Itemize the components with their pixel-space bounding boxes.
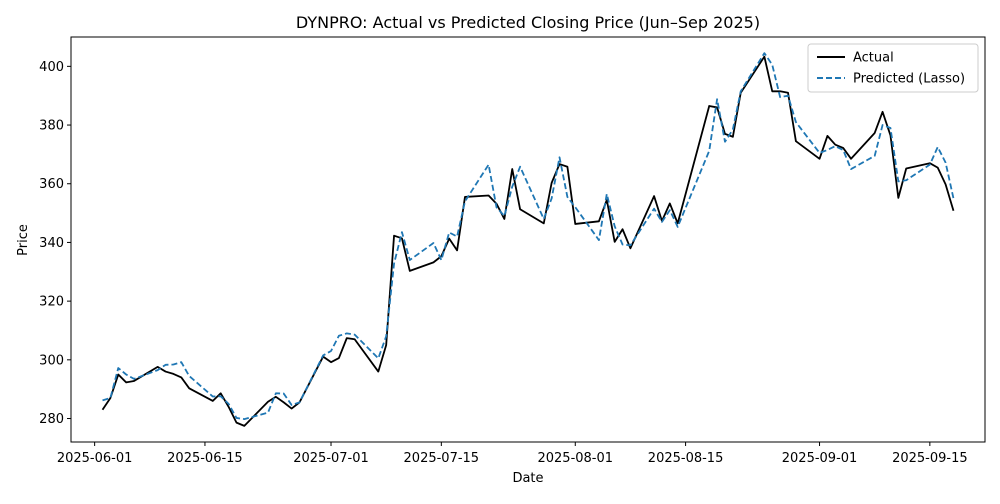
y-tick-label: 300 [39,353,64,368]
plot-area [70,36,986,443]
x-tick-label: 2025-08-01 [537,451,613,466]
x-axis-label: Date [512,471,543,486]
series-line-actual [101,55,955,427]
x-tick-label: 2025-06-15 [167,451,243,466]
y-axis-label: Price [16,224,31,256]
y-tick-label: 400 [39,60,64,75]
x-tick-label: 2025-06-01 [57,451,133,466]
x-tick-label: 2025-09-15 [892,451,968,466]
x-axis: 2025-06-01 2025-06-15 2025-07-01 2025-07-15… [57,442,968,466]
x-tick-label: 2025-07-15 [404,451,480,466]
series-line-predicted [102,52,955,421]
y-tick-label: 340 [39,236,64,251]
y-tick-label: 360 [39,177,64,192]
x-tick-label: 2025-09-01 [782,451,858,466]
y-tick-label: 320 [39,295,64,310]
legend-label-actual: Actual [853,51,894,66]
legend: Actual Predicted (Lasso) [807,43,979,93]
legend-box [807,43,979,93]
x-tick-label: 2025-07-01 [293,451,369,466]
legend-label-predicted: Predicted (Lasso) [853,72,965,87]
plot-frame [70,36,986,443]
chart-title: DYNPRO: Actual vs Predicted Closing Pric… [296,13,760,32]
x-tick-label: 2025-08-15 [648,451,724,466]
y-tick-label: 380 [39,119,64,134]
y-tick-label: 280 [39,412,64,427]
y-axis: 280 300 320 340 360 380 400 [39,60,71,427]
